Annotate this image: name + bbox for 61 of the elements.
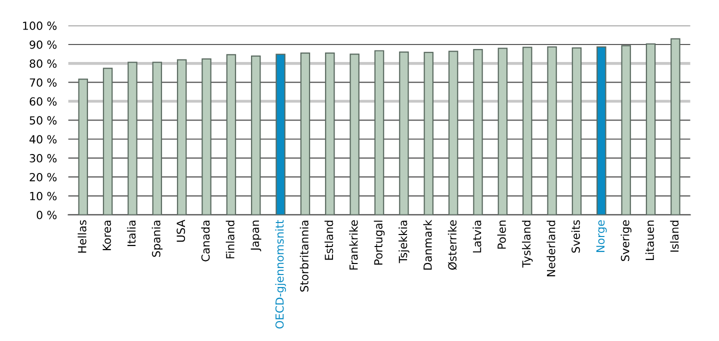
x-tick-label: Tsjekkia (398, 220, 410, 264)
y-tick-label: 0 % (36, 210, 57, 220)
x-tick-label: Norge (596, 220, 607, 252)
bar (202, 58, 212, 215)
x-tick-label: Finland (226, 220, 234, 258)
x-tick-label: Island (670, 220, 679, 252)
bar (226, 54, 236, 215)
x-tick-label: Storbritannia (300, 220, 308, 292)
x-tick-label: Danmark (423, 220, 432, 270)
bar (78, 78, 88, 215)
bar (276, 54, 286, 215)
y-tick-label: 10 % (30, 192, 57, 200)
bar (325, 52, 335, 215)
bar (670, 38, 680, 215)
bar (152, 62, 162, 215)
x-tick-label: Litauen (645, 220, 654, 260)
bar (547, 46, 557, 215)
x-tick-label: Polen (497, 220, 506, 249)
x-tick-label: Sverige (620, 220, 632, 261)
y-tick-label: 50 % (30, 116, 57, 125)
x-tick-label: Japan (250, 220, 262, 252)
x-tick-label: Nederland (546, 220, 556, 276)
y-tick-label: 70 % (30, 78, 57, 87)
bar (176, 59, 187, 215)
bar (572, 47, 582, 215)
y-tick-label: 100 % (23, 22, 57, 30)
bar (473, 49, 483, 215)
bar (596, 46, 606, 215)
x-tick-label: Portugal (374, 220, 385, 265)
y-tick-label: 20 % (30, 172, 57, 182)
bar (399, 52, 409, 215)
x-tick-label: Italia (127, 220, 136, 246)
x-tick-label: Korea (102, 220, 112, 250)
x-tick-label: OECD-gjennomsnitt (275, 220, 286, 328)
x-tick-label: Sveits (571, 220, 580, 253)
x-tick-label: Østerrike (448, 220, 457, 270)
bar (374, 50, 384, 215)
bar (646, 43, 656, 215)
y-tick-label: 40 % (30, 135, 57, 144)
x-tick-label: Latvia (472, 220, 482, 252)
bar (251, 55, 261, 215)
bar (128, 62, 138, 215)
bar (350, 54, 360, 215)
x-tick-label: Hellas (78, 220, 86, 253)
x-tick-label: Frankrike (349, 220, 358, 270)
x-tick-label: Tyskland (522, 220, 533, 268)
bar (424, 52, 434, 215)
x-tick-label: Spania (152, 220, 163, 257)
bar (522, 46, 532, 215)
y-tick-label: 60 % (30, 97, 57, 106)
bar (621, 45, 631, 215)
bar (300, 52, 310, 215)
x-tick-label: Canada (201, 220, 210, 262)
bar (448, 50, 458, 215)
y-tick-label: 80 % (30, 59, 57, 68)
bar (102, 68, 113, 215)
x-tick-label: USA (176, 220, 186, 242)
y-tick-label: 90 % (30, 40, 57, 49)
y-tick-label: 30 % (30, 154, 57, 162)
x-tick-label: Estland (324, 220, 334, 260)
bar (498, 48, 508, 215)
